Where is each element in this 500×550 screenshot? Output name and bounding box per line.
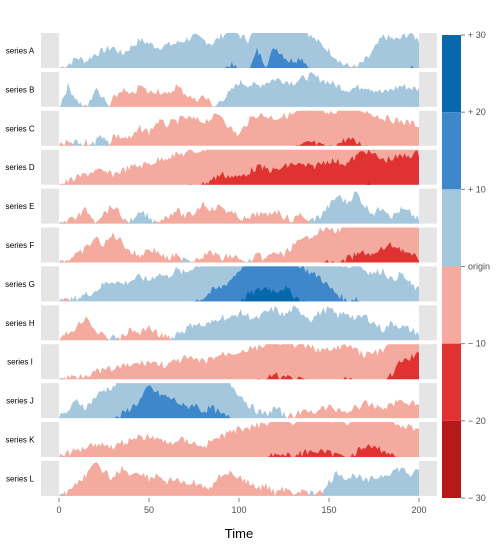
negative-band-area — [59, 137, 419, 146]
series-panel: series L — [6, 460, 437, 496]
x-tick-label: 50 — [144, 505, 154, 515]
series-label: series G — [5, 280, 35, 289]
x-axis-label: Time — [225, 526, 253, 541]
positive-band-area — [59, 33, 419, 68]
positive-band-area — [59, 385, 419, 419]
legend-label: + 20 — [468, 107, 486, 117]
series-panel: series I — [7, 344, 437, 380]
series-panel: series J — [6, 383, 437, 419]
series-label: series A — [6, 47, 35, 56]
series-panel: series H — [5, 305, 437, 341]
negative-band-area — [59, 242, 419, 263]
series-label: series H — [5, 319, 35, 328]
color-legend: + 30 + 20 + 10 origin − 10 − 20 − 30 — [442, 30, 490, 503]
negative-band-area — [59, 316, 419, 341]
series-panel: series K — [6, 422, 437, 457]
series-panel: series E — [6, 188, 437, 224]
x-axis: 0 50 100 150 200 — [56, 497, 427, 515]
series-panel: series A — [6, 33, 437, 68]
series-label: series I — [7, 358, 33, 367]
negative-band-area — [59, 110, 419, 146]
positive-band-area — [59, 191, 419, 224]
legend-color-band — [442, 266, 461, 344]
legend-label: − 20 — [468, 416, 486, 426]
positive-band-area — [59, 266, 419, 302]
legend-label: + 10 — [468, 184, 486, 194]
legend-color-band — [442, 343, 461, 421]
series-panel: series F — [6, 227, 437, 263]
negative-band-area — [59, 399, 419, 419]
series-label: series B — [6, 85, 35, 94]
negative-band-area — [59, 227, 419, 263]
series-label: series C — [5, 124, 35, 133]
series-label: series L — [6, 474, 35, 483]
series-label: series D — [5, 163, 35, 172]
series-panel: series G — [5, 266, 437, 302]
series-label: series E — [6, 202, 35, 211]
negative-band-area — [59, 462, 419, 496]
series-panel: series C — [5, 110, 437, 146]
series-panel: series D — [5, 149, 437, 185]
series-label: series J — [6, 397, 34, 406]
x-tick-label: 200 — [411, 505, 426, 515]
negative-band-area — [59, 149, 419, 185]
negative-band-area — [59, 422, 419, 457]
legend-label: − 30 — [468, 493, 486, 503]
positive-band-area — [59, 305, 419, 341]
legend-label: − 10 — [468, 339, 486, 349]
series-panels: series A series B series C series D series E… — [5, 33, 437, 496]
positive-band-area — [59, 467, 419, 496]
series-label: series K — [6, 436, 36, 445]
x-tick-label: 100 — [231, 505, 246, 515]
negative-band-area — [59, 344, 419, 380]
negative-band-area — [59, 84, 419, 107]
legend-label: + 30 — [468, 30, 486, 40]
negative-band-area — [59, 200, 419, 224]
legend-color-band — [442, 189, 461, 267]
legend-color-band — [442, 420, 461, 498]
x-tick-label: 150 — [321, 505, 336, 515]
negative-band-area — [59, 443, 419, 457]
legend-color-band — [442, 35, 461, 113]
x-tick-label: 0 — [56, 505, 61, 515]
series-label: series F — [6, 241, 35, 250]
legend-label: origin — [468, 262, 490, 272]
series-panel: series B — [6, 71, 437, 107]
legend-color-band — [442, 112, 461, 190]
positive-band-area — [59, 71, 419, 107]
